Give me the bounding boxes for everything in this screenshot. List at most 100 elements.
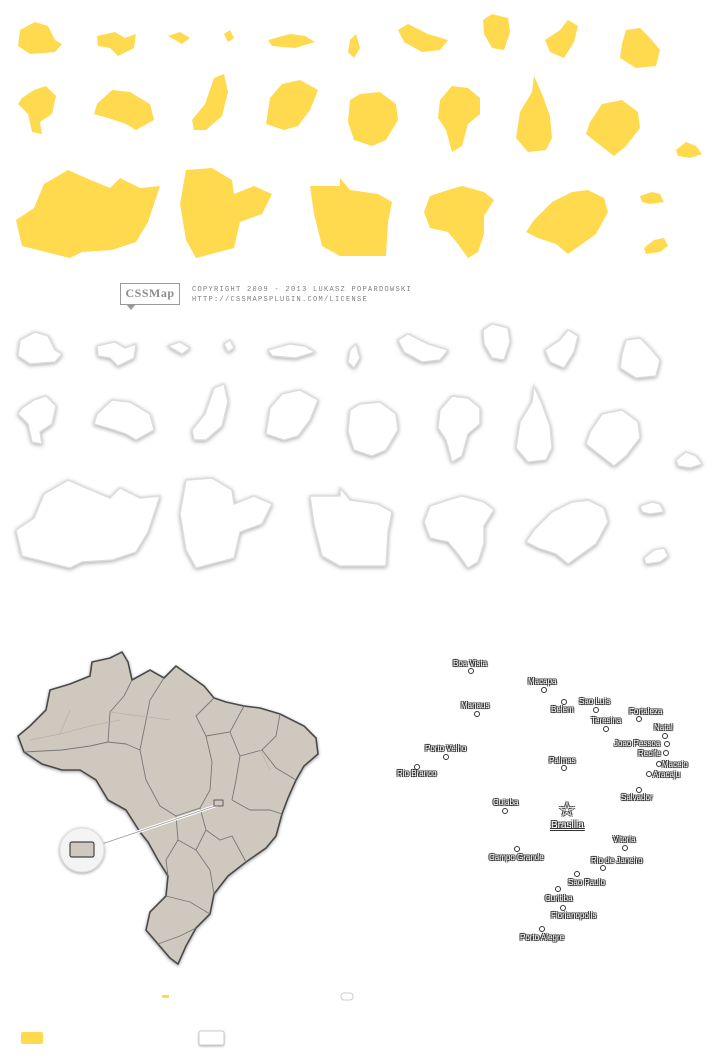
state-shape — [676, 142, 702, 158]
state-outline — [96, 341, 137, 367]
city-dot[interactable] — [561, 699, 567, 705]
city-label[interactable]: Campo Grande — [489, 853, 544, 862]
city-label[interactable]: Salvador — [621, 793, 653, 802]
state-shape — [97, 32, 136, 56]
state-outline — [423, 495, 495, 569]
city-label[interactable]: Curitiba — [545, 894, 573, 903]
capital-label[interactable]: Brasilia — [551, 820, 584, 831]
state-shape — [192, 74, 228, 130]
logo-tail — [126, 304, 136, 310]
city-dot[interactable] — [541, 687, 547, 693]
state-outline — [585, 409, 641, 467]
city-label[interactable]: Macapa — [528, 677, 557, 686]
city-label[interactable]: Belem — [551, 705, 574, 714]
state-outline — [643, 547, 669, 565]
license-link[interactable]: HTTP://CSSMAPSPLUGIN.COM/LICENSE — [192, 296, 369, 304]
yellow-states-sprite — [16, 14, 702, 258]
capital-star-icon: ☆ — [558, 799, 576, 821]
city-label[interactable]: Natal — [654, 723, 673, 732]
city-label[interactable]: Rio Branco — [397, 769, 437, 778]
city-label[interactable]: Cuiaba — [493, 798, 519, 807]
city-label[interactable]: Teresina — [591, 716, 622, 725]
state-shape — [266, 80, 318, 130]
city-dot[interactable] — [539, 926, 545, 932]
cssmap-logo: CSSMap — [120, 283, 180, 305]
df-zoom-shape — [69, 841, 95, 858]
state-shape — [644, 238, 668, 254]
city-dot[interactable] — [414, 764, 420, 770]
city-dot[interactable] — [664, 741, 670, 747]
state-shape — [620, 28, 660, 68]
state-shape — [18, 22, 62, 54]
copyright-text: COPYRIGHT 2009 - 2013 LUKASZ POPARDOWSKI — [192, 286, 413, 294]
city-label[interactable]: Joao Pessoa — [614, 739, 661, 748]
city-label[interactable]: Rio de Janeiro — [591, 856, 643, 865]
state-outline — [639, 501, 666, 515]
state-outline — [515, 383, 553, 463]
city-dot[interactable] — [468, 668, 474, 674]
df-marker — [213, 799, 224, 807]
city-dot[interactable] — [443, 754, 449, 760]
mini-yellow-dash — [162, 995, 169, 998]
city-dot[interactable] — [514, 846, 520, 852]
state-outline — [675, 451, 704, 469]
state-shape — [310, 178, 392, 256]
city-label[interactable]: Palmas — [549, 756, 576, 765]
state-shape — [18, 86, 56, 134]
city-dot[interactable] — [662, 733, 668, 739]
state-outline — [347, 342, 361, 370]
rivers — [29, 709, 271, 771]
city-dot[interactable] — [574, 871, 580, 877]
state-shape — [438, 86, 480, 152]
city-dot[interactable] — [474, 711, 480, 717]
city-label[interactable]: Maceio — [662, 760, 688, 769]
city-label[interactable]: Porto Alegre — [520, 933, 565, 942]
city-label[interactable]: Boa Vista — [453, 659, 488, 668]
logo-text: CSSMap — [125, 286, 175, 300]
mini-outline-pill — [340, 992, 354, 1001]
brazil-map[interactable] — [0, 640, 340, 970]
state-outline — [223, 338, 235, 354]
state-outline — [347, 401, 399, 457]
mini-outline-block — [198, 1030, 225, 1046]
state-shape — [545, 20, 578, 58]
brazil-outline — [17, 650, 319, 966]
state-shape — [348, 92, 398, 146]
outline-states-sprite — [15, 323, 704, 569]
state-shape — [526, 190, 608, 254]
state-shape — [516, 76, 552, 152]
state-outline — [266, 343, 317, 359]
state-shape — [640, 192, 664, 204]
city-dot[interactable] — [555, 886, 561, 892]
city-label[interactable]: Sao Paulo — [568, 878, 605, 887]
city-dot[interactable] — [502, 808, 508, 814]
state-shape — [16, 170, 160, 258]
city-dot[interactable] — [561, 765, 567, 771]
state-outline — [93, 399, 155, 441]
df-connector-inner — [89, 804, 219, 849]
city-dot[interactable] — [593, 707, 599, 713]
city-label[interactable]: Fortaleza — [629, 707, 663, 716]
city-dot[interactable] — [646, 771, 652, 777]
city-dot[interactable] — [656, 761, 662, 767]
state-shape — [224, 30, 234, 42]
city-label[interactable]: Vitoria — [613, 835, 636, 844]
state-outline — [17, 331, 64, 365]
state-outline — [544, 329, 579, 369]
state-outline — [191, 383, 229, 441]
mini-sprites — [21, 992, 354, 1046]
state-shape — [348, 34, 360, 58]
city-label[interactable]: Aracaju — [653, 770, 681, 779]
city-dot[interactable] — [603, 726, 609, 732]
city-dot[interactable] — [622, 845, 628, 851]
city-label[interactable]: Sao Luis — [579, 697, 611, 706]
city-label[interactable]: Manaus — [461, 701, 490, 710]
city-dot[interactable] — [600, 865, 606, 871]
city-dot[interactable] — [560, 905, 566, 911]
city-label[interactable]: Porto Velho — [425, 744, 467, 753]
city-label[interactable]: Recife — [638, 749, 661, 758]
city-label[interactable]: Florianopolis — [551, 911, 597, 920]
city-dot[interactable] — [663, 750, 669, 756]
city-dot[interactable] — [636, 787, 642, 793]
city-dot[interactable] — [636, 716, 642, 722]
